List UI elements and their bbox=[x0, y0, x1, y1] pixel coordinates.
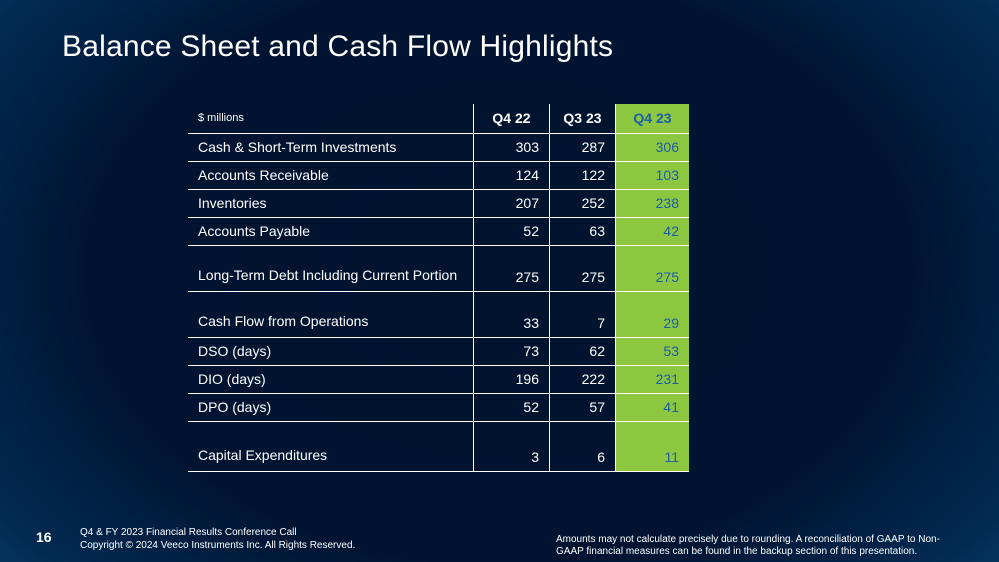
cell-value-highlight: 11 bbox=[615, 421, 689, 472]
cell-value: 73 bbox=[473, 337, 550, 366]
table-header-row: $ millions Q4 22 Q3 23 Q4 23 bbox=[188, 104, 689, 134]
cell-value: 3 bbox=[473, 421, 550, 472]
table-row: Cash & Short-Term Investments 303 287 30… bbox=[188, 133, 689, 162]
table-row: Inventories 207 252 238 bbox=[188, 189, 689, 218]
cell-value: 52 bbox=[473, 393, 550, 422]
table-row: Accounts Receivable 124 122 103 bbox=[188, 161, 689, 190]
cell-value-highlight: 41 bbox=[615, 393, 689, 422]
footer-disclaimer: Amounts may not calculate precisely due … bbox=[556, 534, 940, 558]
row-label: DIO (days) bbox=[188, 365, 474, 394]
cell-value: 196 bbox=[473, 365, 550, 394]
table-row: DSO (days) 73 62 53 bbox=[188, 337, 689, 366]
cell-value: 207 bbox=[473, 189, 550, 218]
row-label: Cash & Short-Term Investments bbox=[188, 133, 474, 162]
row-label: Accounts Payable bbox=[188, 217, 474, 246]
cell-value: 275 bbox=[473, 245, 550, 292]
table-row: DIO (days) 196 222 231 bbox=[188, 365, 689, 394]
table-row: Accounts Payable 52 63 42 bbox=[188, 217, 689, 246]
table-row: Long-Term Debt Including Current Portion… bbox=[188, 245, 689, 292]
table-row: DPO (days) 52 57 41 bbox=[188, 393, 689, 422]
row-label: DSO (days) bbox=[188, 337, 474, 366]
row-label: DPO (days) bbox=[188, 393, 474, 422]
footer-event: Q4 & FY 2023 Financial Results Conferenc… bbox=[80, 527, 297, 538]
table-row: Capital Expenditures 3 6 11 bbox=[188, 421, 689, 472]
cell-value: 62 bbox=[549, 337, 616, 366]
cell-value-highlight: 29 bbox=[615, 291, 689, 338]
column-header-q4-22: Q4 22 bbox=[473, 104, 550, 134]
cell-value-highlight: 231 bbox=[615, 365, 689, 394]
cell-value-highlight: 306 bbox=[615, 133, 689, 162]
cell-value: 7 bbox=[549, 291, 616, 338]
cell-value: 275 bbox=[549, 245, 616, 292]
cell-value: 287 bbox=[549, 133, 616, 162]
cell-value: 303 bbox=[473, 133, 550, 162]
page-number: 16 bbox=[36, 529, 52, 545]
cell-value: 122 bbox=[549, 161, 616, 190]
row-label: Cash Flow from Operations bbox=[188, 291, 474, 338]
financial-highlights-table: $ millions Q4 22 Q3 23 Q4 23 Cash & Shor… bbox=[188, 104, 689, 472]
cell-value-highlight: 42 bbox=[615, 217, 689, 246]
row-label: Long-Term Debt Including Current Portion bbox=[188, 245, 474, 292]
column-header-q3-23: Q3 23 bbox=[549, 104, 616, 134]
slide-title: Balance Sheet and Cash Flow Highlights bbox=[62, 30, 614, 63]
disclaimer-line-2: GAAP financial measures can be found in … bbox=[556, 546, 918, 557]
column-header-q4-23: Q4 23 bbox=[615, 104, 689, 134]
cell-value: 6 bbox=[549, 421, 616, 472]
cell-value: 63 bbox=[549, 217, 616, 246]
disclaimer-line-1: Amounts may not calculate precisely due … bbox=[556, 534, 940, 545]
cell-value-highlight: 53 bbox=[615, 337, 689, 366]
cell-value-highlight: 275 bbox=[615, 245, 689, 292]
cell-value: 52 bbox=[473, 217, 550, 246]
cell-value-highlight: 103 bbox=[615, 161, 689, 190]
cell-value-highlight: 238 bbox=[615, 189, 689, 218]
row-label: Capital Expenditures bbox=[188, 421, 474, 472]
footer-left: Q4 & FY 2023 Financial Results Conferenc… bbox=[80, 526, 355, 552]
cell-value: 124 bbox=[473, 161, 550, 190]
row-label: Accounts Receivable bbox=[188, 161, 474, 190]
cell-value: 222 bbox=[549, 365, 616, 394]
cell-value: 252 bbox=[549, 189, 616, 218]
row-label: Inventories bbox=[188, 189, 474, 218]
footer-copyright: Copyright © 2024 Veeco Instruments Inc. … bbox=[80, 540, 356, 551]
cell-value: 57 bbox=[549, 393, 616, 422]
unit-label: $ millions bbox=[188, 104, 474, 134]
table-row: Cash Flow from Operations 33 7 29 bbox=[188, 291, 689, 338]
cell-value: 33 bbox=[473, 291, 550, 338]
